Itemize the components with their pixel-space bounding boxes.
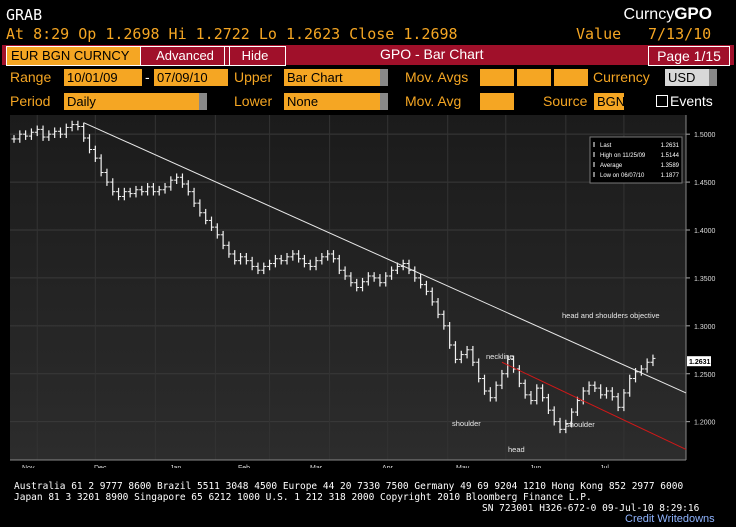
x-month-label: Jun [530,465,541,468]
last-price-tag [687,356,711,367]
plot-background [10,115,686,460]
lower-label: Lower [234,93,273,109]
x-month-label: Dec [94,465,107,468]
currency-label: Currency [593,69,650,85]
brand-prefix: Curncy [623,6,675,23]
source-label: Source [543,93,588,109]
legend-value: 1.5144 [661,153,680,159]
credit-text: Credit Writedowns [625,513,715,525]
neckline [501,361,687,450]
screen-title: GRAB [6,6,43,24]
footer-contacts-line2: Japan 81 3 3201 8900 Singapore 65 6212 1… [14,492,592,503]
y-tick-label: 1.5000 [694,132,716,139]
currency-value: USD [668,70,696,85]
panel-title: GPO - Bar Chart [380,46,484,62]
legend-value: 1.3589 [661,163,680,169]
x-month-label: Apr [382,465,394,468]
x-month-label: Jul [600,465,609,468]
hide-button[interactable]: Hide [224,46,286,66]
mov-avg-field-3[interactable] [554,69,588,86]
y-tick-label: 1.4500 [694,180,716,187]
price-chart: 1.5000 1.4500 1.4000 1.3500 1.3000 1.2500 1.20… [10,115,736,480]
source-field[interactable]: BGN [594,93,625,110]
x-month-label: May [456,465,470,468]
x-month-label: Feb [238,465,250,468]
mov-avgs-label: Mov. Avgs [405,69,469,85]
upper-field[interactable]: Bar Chart [284,69,388,86]
annotation-shoulder-right: shoulder [566,420,595,429]
chart-svg: 1.5000 1.4500 1.4000 1.3500 1.3000 1.2500 1.20… [10,115,716,480]
upper-label: Upper [234,69,273,85]
toolbar [2,45,734,65]
y-tick-label: 1.3000 [694,324,716,331]
range-start-field[interactable]: 10/01/09 [64,69,142,86]
events-checkbox[interactable] [656,95,668,107]
period-label: Period [10,93,51,109]
page-indicator[interactable]: Page 1/15 [648,46,730,66]
last-price-tag-label: 1.2631 [689,359,711,366]
currency-dropdown-icon[interactable] [709,69,717,86]
lower-dropdown-icon[interactable] [380,93,388,110]
legend-label: Average [600,163,623,169]
annotation-shoulder-left: shoulder [452,419,481,428]
legend-label: Low on 06/07/10 [600,173,645,179]
annotation-head: head [508,445,525,454]
annotation-neckline: neckline [486,352,514,361]
mov-avg-field-1[interactable] [480,69,514,86]
value-date: 7/13/10 [648,25,712,43]
downtrend-line [83,122,687,394]
security-field[interactable]: EUR BGN CURNCY [6,46,141,66]
period-value: Daily [67,94,96,109]
annotation-objective: head and shoulders objective [562,311,660,320]
mov-avg-field-2[interactable] [517,69,551,86]
legend-value: 1.2631 [661,143,680,149]
quote-line: At 8:29 Op 1.2698 Hi 1.2722 Lo 1.2623 Cl… [6,25,458,43]
y-tick-label: 1.4000 [694,228,716,235]
upper-dropdown-icon[interactable] [380,69,388,86]
brand-function: GPO [674,4,712,23]
x-month-label: Nov [22,465,35,468]
lower-value: None [287,94,319,109]
x-month-label: Mar [310,465,323,468]
upper-value: Bar Chart [287,70,343,85]
legend-box [589,136,683,184]
y-tick-label: 1.2000 [694,420,716,427]
legend-label: High on 11/25/09 [600,153,646,159]
advanced-button[interactable]: Advanced [140,46,230,66]
mov-avg-label: Mov. Avg [405,93,462,109]
range-label: Range [10,69,52,85]
y-tick-label: 1.2500 [694,372,716,379]
range-separator: - [145,69,150,85]
legend-label: Last [600,143,612,149]
events-label: Events [670,93,713,109]
mov-avg-lower-field[interactable] [480,93,514,110]
range-end-field[interactable]: 07/09/10 [154,69,228,86]
lower-field[interactable]: None [284,93,388,110]
x-month-label: Jan [170,465,181,468]
value-label: Value [576,25,622,43]
footer-session-line: SN 723001 H326-672-0 09-Jul-10 8:29:16 [482,503,700,514]
period-field[interactable]: Daily [64,93,207,110]
currency-field[interactable]: USD [665,69,717,86]
function-brand: CurncyGPO [624,4,712,24]
footer-contacts-line1: Australia 61 2 9777 8600 Brazil 5511 304… [14,481,684,492]
legend-value: 1.1877 [661,173,680,179]
period-dropdown-icon[interactable] [199,93,207,110]
y-tick-label: 1.3500 [694,276,716,283]
